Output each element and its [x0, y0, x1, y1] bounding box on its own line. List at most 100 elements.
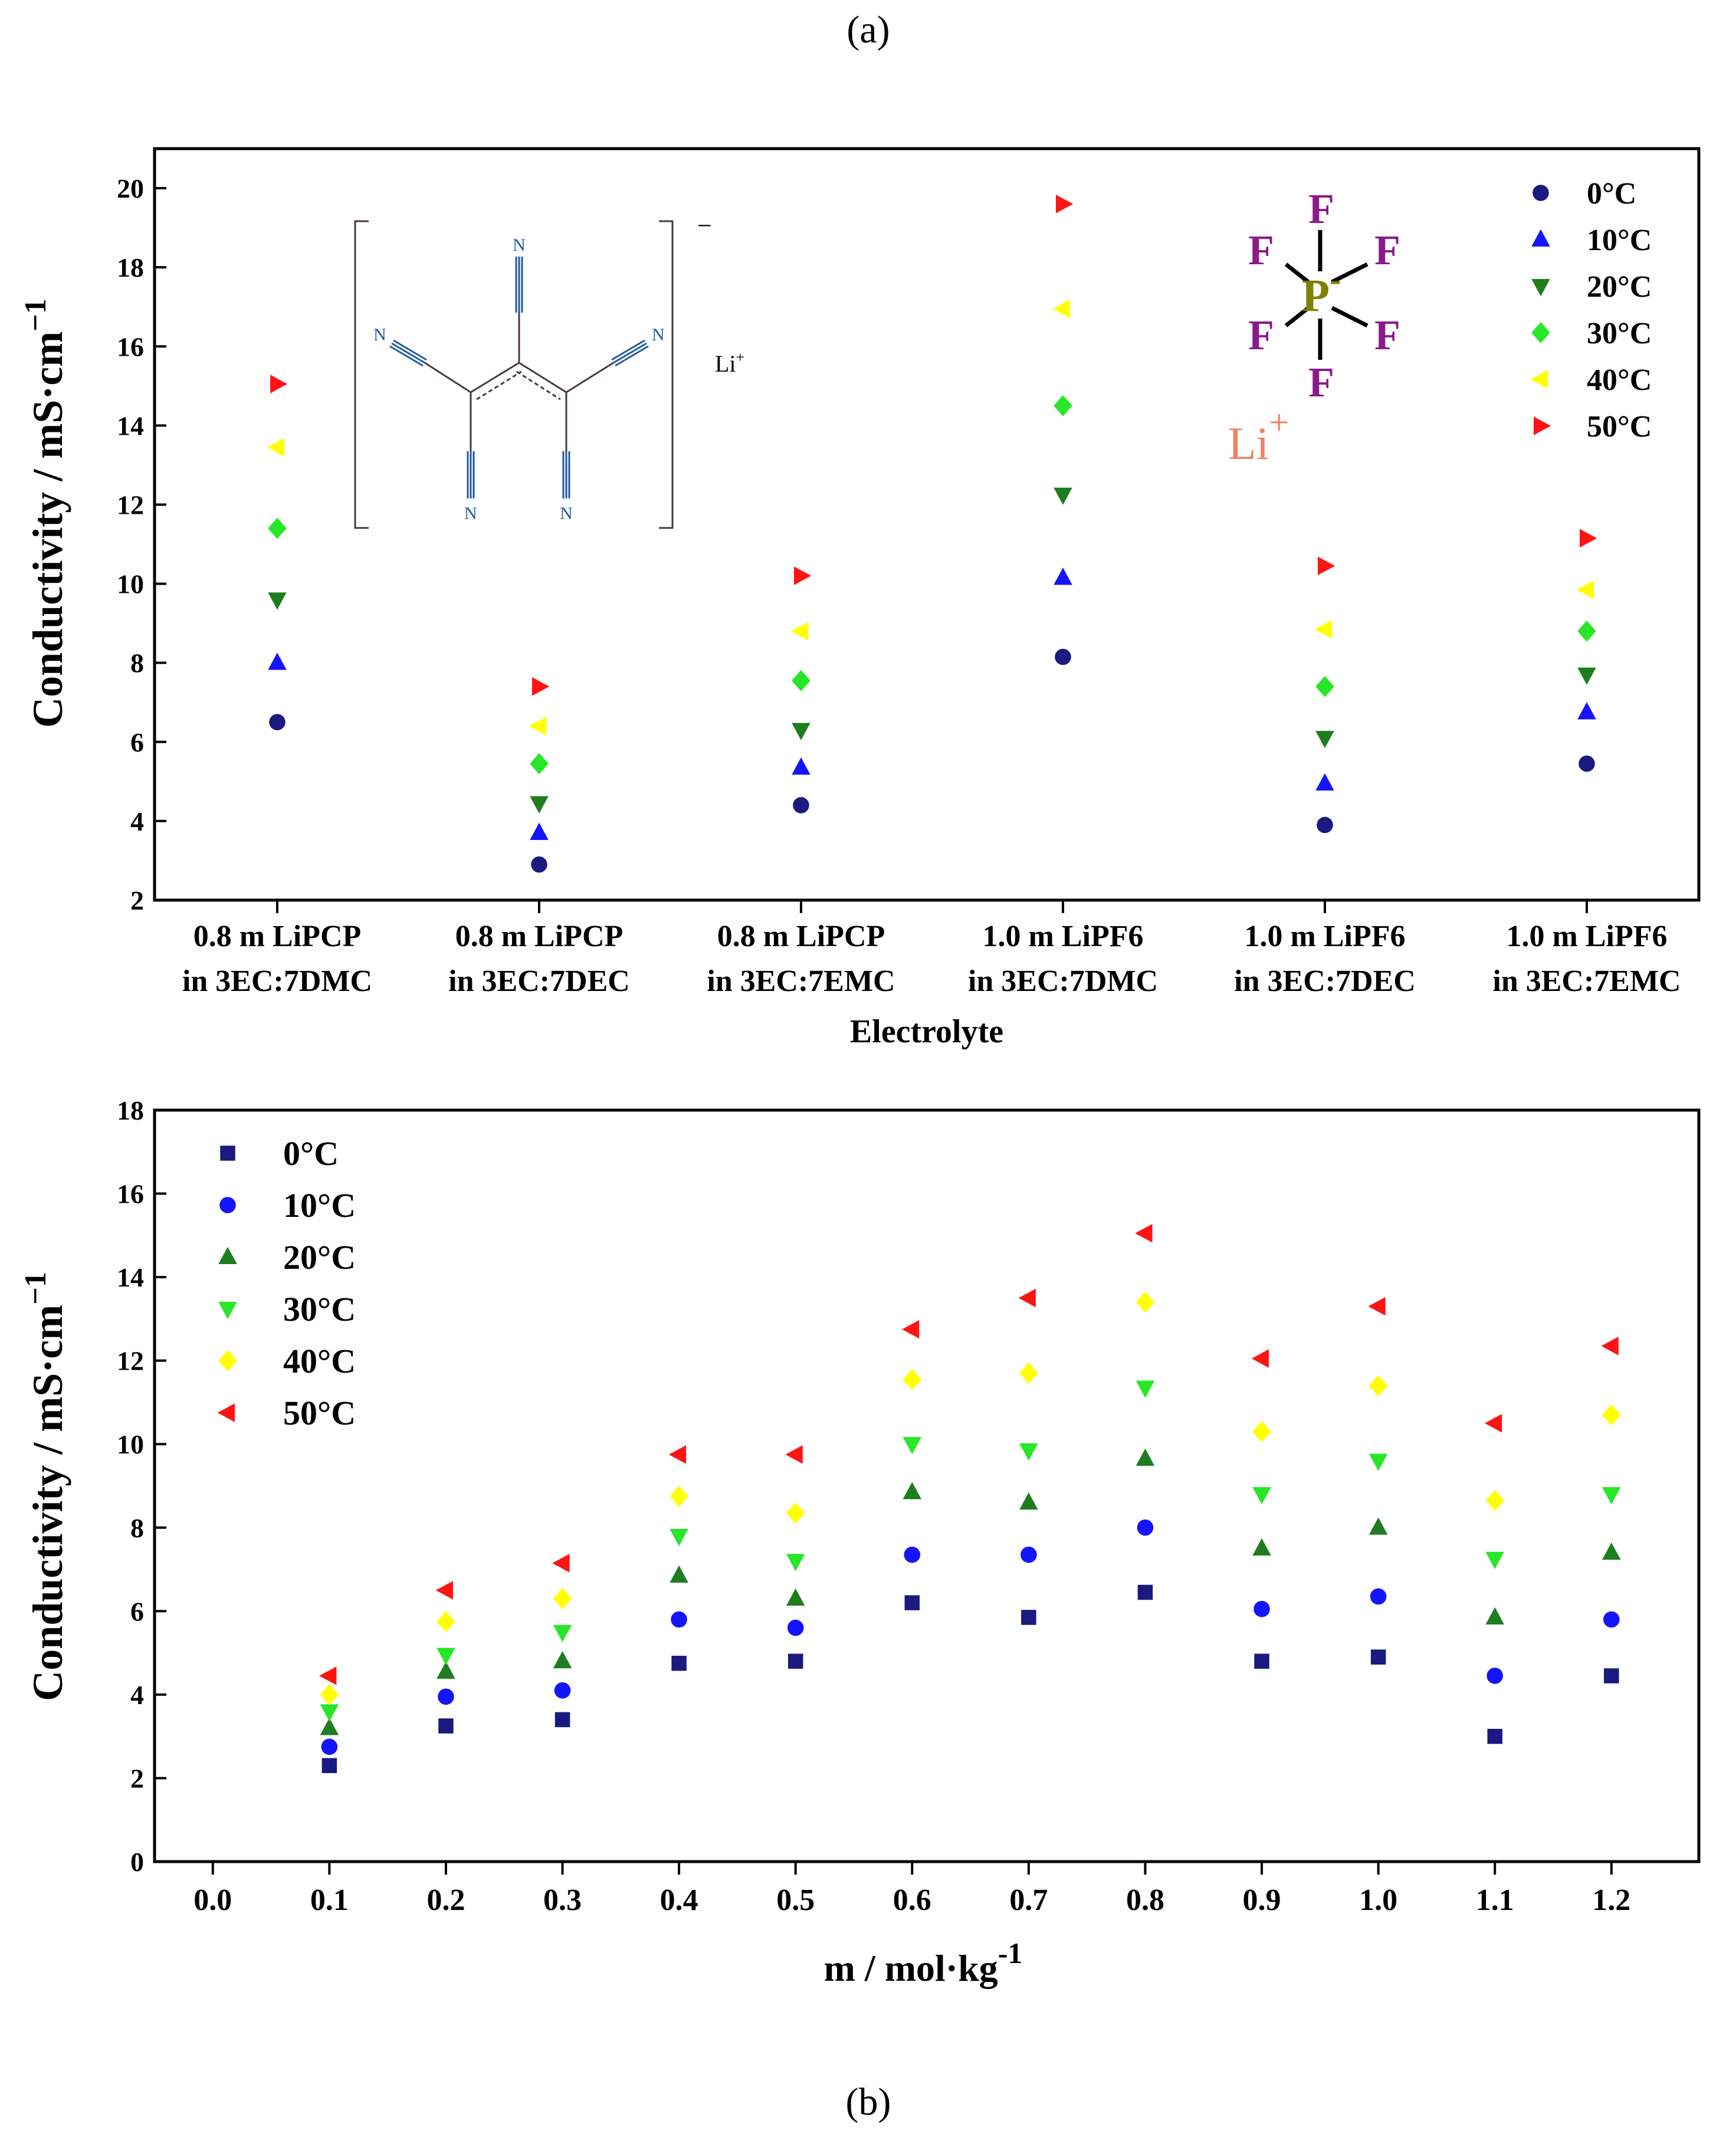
legend-label: 20°C [283, 1238, 356, 1276]
data-point [1485, 1551, 1504, 1570]
data-point [437, 1647, 455, 1665]
x-tick-label: 0.6 [893, 1883, 931, 1917]
nitrogen-atom-label: N [464, 504, 477, 523]
data-point [1020, 1546, 1037, 1563]
data-point [437, 1611, 455, 1633]
data-point [793, 797, 809, 813]
x-tick-label: 0.8 m LiPCP [193, 920, 362, 953]
data-point [438, 1718, 454, 1734]
x-tick-label: 0.8 [1126, 1883, 1164, 1917]
data-point [670, 1565, 688, 1583]
y-tick-label: 20 [117, 173, 144, 204]
data-point [1577, 667, 1596, 685]
data-point [321, 1758, 337, 1773]
data-point [1369, 1453, 1388, 1471]
data-point [1251, 1349, 1269, 1368]
chart-b-points [319, 1224, 1621, 1773]
data-point [785, 1445, 803, 1464]
data-point [792, 757, 810, 775]
data-point [790, 622, 808, 641]
chart-b-y-axis-title: Conductivity / mS·cm−1 [19, 1272, 71, 1701]
data-point [1315, 675, 1334, 697]
chart-a-y-axis-title: Conductivity / mS·cm−1 [19, 298, 71, 728]
y-tick-label: 8 [130, 1513, 144, 1543]
x-tick-label: 1.0 m LiPF6 [983, 920, 1144, 953]
data-point [786, 1554, 805, 1571]
data-point [1052, 299, 1070, 319]
legend-marker [1531, 322, 1550, 343]
data-point [530, 796, 549, 813]
data-point [794, 566, 812, 585]
data-point [1252, 1487, 1271, 1505]
x-tick-label: 0.3 [543, 1883, 582, 1917]
data-point [1252, 1538, 1271, 1556]
data-point [1136, 1448, 1155, 1466]
y-tick-label: 6 [130, 1596, 144, 1626]
data-point [1054, 395, 1072, 416]
bracket-right [659, 220, 674, 529]
legend-label: 10°C [1587, 224, 1652, 257]
data-point [671, 1656, 687, 1671]
data-point [1368, 1297, 1386, 1316]
data-point [1253, 1600, 1270, 1617]
data-point [1576, 580, 1594, 599]
data-point [1484, 1414, 1502, 1433]
x-tick-label: 0.7 [1009, 1883, 1048, 1917]
chart-a-legend: 0°C 10°C 20°C 30°C 40°C 50°C [1530, 177, 1652, 444]
nitrogen-atom-label: N [373, 325, 386, 344]
data-point [319, 1666, 337, 1685]
legend-label: 40°C [283, 1342, 356, 1380]
chart-a-x-axis-title: Electrolyte [850, 1013, 1003, 1050]
fluorine-atom-label: F [1248, 311, 1274, 359]
y-tick-label: 4 [130, 806, 144, 836]
y-tick-label: 2 [130, 1763, 144, 1793]
legend-marker [1531, 229, 1550, 247]
x-tick-label: 0.8 m LiPCP [455, 920, 623, 953]
data-point [1603, 1611, 1620, 1628]
x-tick-label: 0.9 [1243, 1883, 1281, 1917]
data-point [1370, 1649, 1386, 1665]
data-point [671, 1611, 687, 1628]
data-point [531, 856, 547, 873]
chart-a-y-axis: 2 4 6 8 10 12 14 16 18 20 [117, 173, 166, 915]
lipf6-structure: F F F F F F P- Li+ [1228, 185, 1400, 469]
data-point [1317, 816, 1333, 833]
data-point [268, 592, 287, 610]
data-point [532, 677, 550, 696]
legend-label: 50°C [1587, 410, 1652, 444]
legend-label: 50°C [283, 1394, 356, 1432]
counter-ion-li: Li+ [715, 349, 744, 377]
data-point [670, 1528, 688, 1547]
x-tick-label: 1.0 m LiPF6 [1507, 920, 1668, 953]
data-point [903, 1368, 922, 1390]
data-point [1055, 648, 1071, 665]
panel-b-label: (b) [846, 2080, 891, 2124]
data-point [321, 1738, 338, 1755]
data-point [1021, 1610, 1036, 1625]
data-point [1318, 556, 1335, 576]
data-point [529, 717, 546, 736]
data-point [787, 1653, 803, 1669]
data-point [902, 1320, 920, 1339]
data-point [904, 1546, 921, 1563]
legend-marker [1534, 416, 1551, 435]
data-point [904, 1595, 920, 1610]
legend-marker [1530, 370, 1548, 389]
data-point [553, 1588, 572, 1610]
bracket-left [354, 220, 369, 529]
data-point [792, 669, 810, 691]
x-tick-label: 0.0 [193, 1883, 232, 1917]
data-point [320, 1683, 339, 1705]
data-point [554, 1712, 570, 1728]
data-point [792, 723, 810, 740]
data-point [438, 1688, 454, 1705]
x-tick-label: 0.5 [776, 1883, 815, 1917]
nitrogen-atom-label: N [652, 325, 665, 344]
nitrogen-atom-label: N [560, 504, 573, 523]
data-point [1485, 1489, 1504, 1511]
data-point [1314, 619, 1332, 639]
data-point [267, 438, 284, 457]
fluorine-atom-label: F [1374, 311, 1400, 359]
y-tick-label: 2 [130, 885, 144, 915]
x-tick-label: 0.8 m LiPCP [717, 920, 885, 953]
